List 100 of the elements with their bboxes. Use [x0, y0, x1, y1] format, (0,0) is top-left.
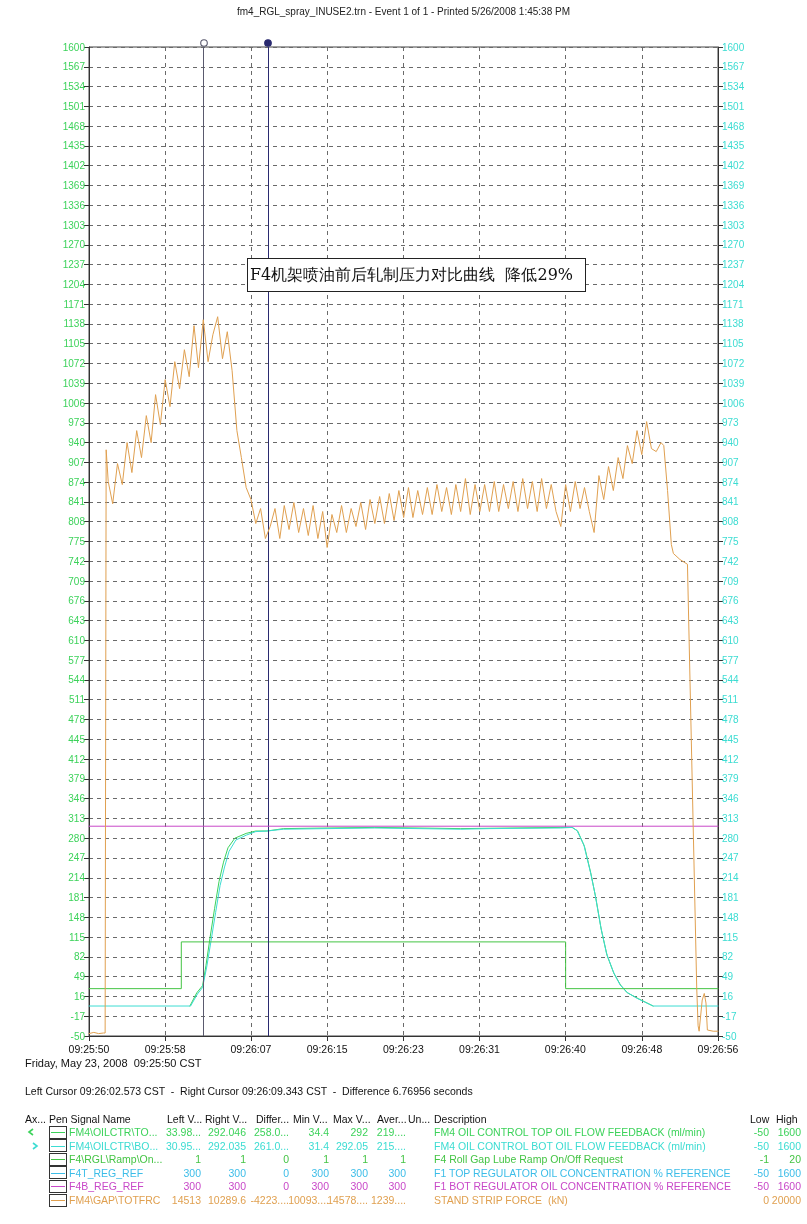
y-tick-label: 610 — [68, 634, 86, 646]
text: 1600 — [777, 1139, 801, 1152]
y2-tick-label: 577 — [722, 654, 740, 666]
y-tick-label: 1138 — [63, 318, 86, 330]
y-tick-label: 115 — [69, 931, 86, 943]
y-tick-label: 709 — [68, 575, 86, 587]
text: 1600 — [777, 1166, 801, 1179]
y-tick-label: 1270 — [62, 239, 86, 251]
text: 1 — [195, 1153, 201, 1166]
y2-tick-label: 511 — [722, 694, 739, 706]
y2-tick-label: 478 — [722, 714, 740, 726]
text: Right V... — [205, 1113, 248, 1125]
y2-tick-label: 1468 — [722, 120, 745, 132]
text: 1 — [400, 1153, 406, 1166]
y-tick-label: 280 — [68, 832, 86, 844]
y-tick-label: 148 — [68, 911, 86, 923]
text: Left V... — [167, 1113, 203, 1125]
text: 1600 — [777, 1180, 801, 1193]
y-tick-label: 247 — [68, 852, 86, 864]
y-tick-label: 742 — [68, 555, 86, 567]
y-tick-label: 49 — [73, 971, 86, 983]
y2-tick-label: 1369 — [722, 179, 745, 191]
text: 0 — [283, 1180, 289, 1193]
text: Min V... — [293, 1113, 328, 1125]
y-tick-label: 478 — [68, 714, 86, 726]
x-tick-label: 09:26:15 — [306, 1042, 348, 1055]
y2-tick-label: 1600 — [722, 41, 745, 53]
text: Aver... — [377, 1113, 407, 1125]
text: 34.4 — [308, 1126, 329, 1138]
y-tick-label: 1534 — [62, 81, 86, 93]
y2-tick-label: 1501 — [722, 100, 745, 112]
text: Ax... — [25, 1113, 47, 1125]
annotation: F4机架喷油前后轧制压力对比曲线 降低29% — [247, 258, 587, 292]
text: High — [776, 1113, 798, 1125]
text: -50 — [753, 1139, 769, 1152]
y2-tick-label: 16 — [722, 990, 734, 1002]
y2-tick-label: 742 — [722, 555, 740, 567]
text: Pen Signal Name — [49, 1113, 131, 1125]
y-tick-label: 940 — [68, 437, 86, 449]
y-tick-label: 1072 — [62, 357, 86, 369]
y-tick-label: 313 — [68, 812, 86, 824]
legend-label: FM4\OILCTR\BO... — [69, 1139, 159, 1152]
text: FM4 OIL CONTROL TOP OIL FLOW FEEDBACK (ml/min) — [434, 1126, 706, 1138]
y-tick-label: 1336 — [62, 199, 86, 211]
y-tick-label: 775 — [68, 536, 86, 547]
text: 292.046 — [208, 1126, 246, 1138]
y-tick-label: 82 — [73, 951, 86, 963]
text: 300 — [350, 1180, 368, 1193]
y-tick-label: 379 — [68, 773, 86, 785]
x-tick-label: 09:26:31 — [459, 1042, 501, 1055]
y2-tick-label: 1105 — [722, 338, 744, 350]
y2-tick-label: 1534 — [722, 81, 745, 93]
y-tick-label: 676 — [68, 595, 86, 607]
y2-tick-label: 1237 — [722, 259, 745, 271]
text: STAND STRIP FORCE (kN) — [434, 1194, 568, 1206]
legend-label: F4B_REG_REF — [69, 1180, 144, 1193]
y-tick-label: 1402 — [62, 160, 86, 172]
x-tick-label: 09:26:07 — [230, 1042, 272, 1055]
y2-tick-label: 1006 — [722, 397, 745, 409]
y2-tick-label: 1039 — [722, 377, 745, 389]
text: 300 — [388, 1166, 406, 1179]
y2-tick-label: 1204 — [722, 278, 745, 290]
text: 0 — [763, 1194, 769, 1206]
y-tick-label: 412 — [68, 753, 86, 765]
y-tick-label: 841 — [68, 496, 86, 508]
text: FM4 OIL CONTROL BOT OIL FLOW FEEDBACK (ml/min) — [434, 1139, 706, 1152]
text: 31.4 — [308, 1139, 329, 1152]
text: F1 TOP REGULATOR OIL CONCENTRATION % REFERENCE — [434, 1166, 731, 1179]
y2-tick-label: 1567 — [722, 61, 745, 73]
y2-tick-label: 148 — [722, 911, 740, 923]
y2-tick-label: 82 — [722, 951, 734, 963]
text: F1 BOT REGULATOR OIL CONCENTRATION % REFERENCE — [434, 1180, 731, 1193]
y2-tick-label: 115 — [722, 931, 739, 943]
y-tick-label: 181 — [68, 892, 86, 904]
y-tick-label: 1501 — [62, 100, 86, 112]
y2-tick-label: 1171 — [722, 298, 744, 310]
y-tick-label: 643 — [68, 615, 86, 627]
text: -4223.... — [250, 1194, 289, 1206]
y2-tick-label: 379 — [722, 773, 740, 785]
text: 14578.... — [327, 1194, 368, 1206]
legend-label: FM4\OILCTR\TO... — [69, 1126, 158, 1138]
text: Differ... — [256, 1113, 290, 1125]
text: 300 — [311, 1166, 329, 1179]
y-tick-label: 1567 — [62, 61, 86, 73]
text: 300 — [311, 1180, 329, 1193]
text: 1 — [362, 1153, 368, 1166]
text: 0 — [283, 1166, 289, 1179]
y2-tick-label: 940 — [722, 437, 740, 449]
y2-tick-label: 841 — [722, 496, 740, 508]
legend-label: F4T_REG_REF — [69, 1166, 144, 1179]
text: 292.035 — [208, 1139, 246, 1152]
y-tick-label: 346 — [68, 793, 86, 805]
text: -1 — [759, 1153, 769, 1166]
y2-tick-label: 973 — [722, 417, 740, 429]
text: 1239.... — [370, 1194, 406, 1206]
text: 30.95... — [165, 1139, 201, 1152]
text: 292 — [350, 1126, 368, 1138]
y-tick-label: -17 — [70, 1010, 86, 1022]
y2-tick-label: 445 — [722, 733, 740, 745]
y2-tick-label: 214 — [722, 872, 740, 884]
